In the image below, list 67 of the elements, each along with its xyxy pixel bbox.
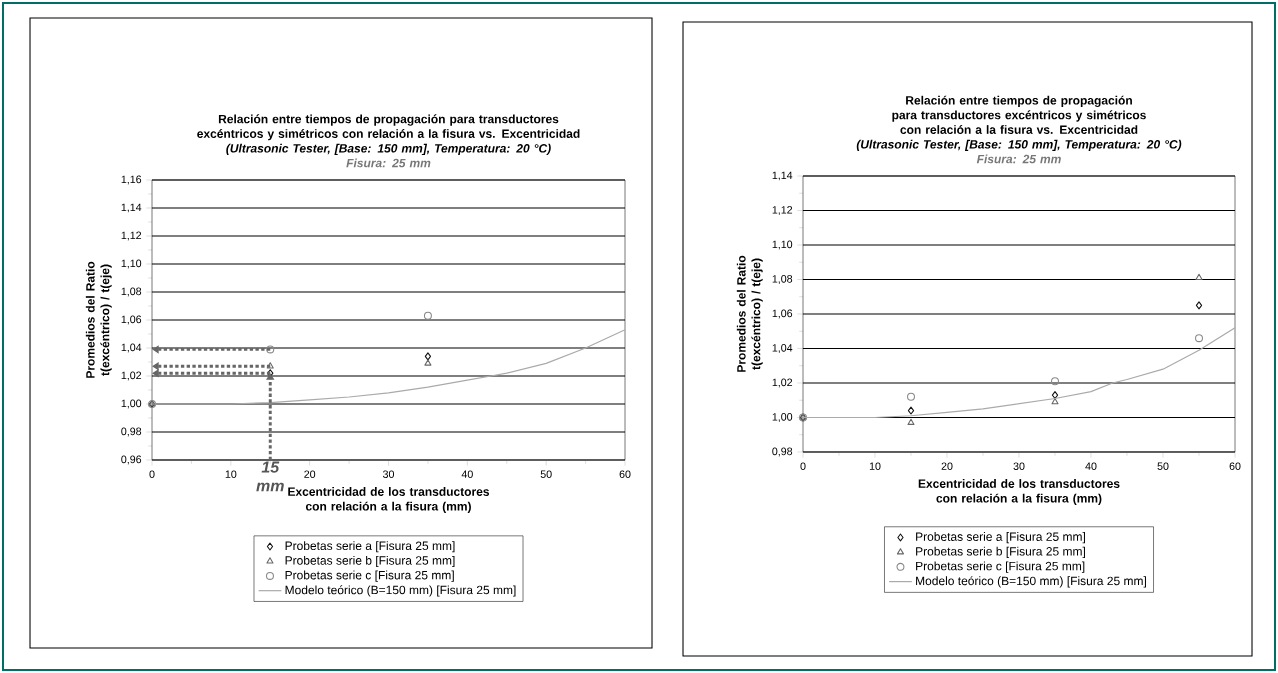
- y-tick-label: 0,96: [121, 455, 142, 465]
- point: [1195, 273, 1203, 281]
- y-tick-label: 1,08: [121, 287, 142, 297]
- line-series: [152, 329, 626, 405]
- x-tick-label: 20: [941, 462, 953, 470]
- x-tick-label: 0: [149, 470, 155, 478]
- point: [266, 362, 274, 369]
- y-tick-label: 1,08: [772, 275, 793, 284]
- y-tick-label: 1,04: [121, 343, 142, 353]
- y-tick-label: 1,00: [121, 399, 142, 409]
- point: [1051, 377, 1060, 386]
- x-tick-label: 40: [461, 470, 473, 478]
- y-tick-label: 1,04: [772, 344, 793, 353]
- y-axis-title: Promedios del Ratio t(excéntrico) / t(eje): [85, 261, 112, 378]
- y-tick-label: 1,10: [772, 240, 793, 250]
- legend-label: Modelo teórico (B=150 mm) [Fisura 25 mm]: [916, 576, 1146, 588]
- legend-label: Modelo teórico (B=150 mm) [Fisura 25 mm]: [285, 585, 516, 597]
- text: Fisura: 25 mm: [976, 154, 1061, 164]
- x-tick-label: 40: [1085, 462, 1097, 470]
- x-axis-title: Excentricidad de los transductores con relación a la fisura (mm): [918, 479, 1120, 505]
- text: Fisura: 25 mm: [346, 158, 431, 168]
- y-tick-label: 1,10: [121, 259, 142, 269]
- point: [266, 345, 275, 354]
- x-tick-label: 30: [382, 470, 395, 478]
- x-tick-label: 10: [225, 470, 237, 478]
- x-tick-label: 10: [869, 462, 881, 470]
- y-tick-label: 1,12: [121, 231, 142, 241]
- chart-title: Relación entre tiempos de propagación para transductores excéntricos y simétricos con relación a la fisura vs. Excentricidad: [892, 95, 1146, 134]
- point: [1195, 301, 1203, 310]
- x-axis-title: Excentricidad de los transductores con relación a la fisura (mm): [288, 487, 490, 513]
- point: [423, 311, 432, 320]
- x-tick-label: 0: [800, 462, 806, 470]
- point: [1195, 334, 1204, 343]
- y-tick-label: 1,12: [772, 206, 793, 215]
- x-tick-label: 50: [1157, 462, 1169, 470]
- x-tick-label: 30: [1013, 462, 1025, 470]
- point: [1051, 391, 1059, 400]
- legend-label: Probetas serie a [Fisura 25 mm]: [285, 541, 455, 553]
- point: [424, 352, 432, 361]
- y-tick-label: 0,98: [121, 427, 142, 437]
- y-axis-title: Promedios del Ratio t(excéntrico) / t(eje): [736, 255, 763, 372]
- legend-label: Probetas serie b [Fisura 25 mm]: [285, 555, 455, 568]
- y-tick-label: 1,02: [772, 378, 793, 388]
- chart-subtitle: (Ultrasonic Tester, [Base: 150 mm], Temperatura: 20 °C): [226, 143, 551, 155]
- point: [907, 406, 915, 415]
- point: [424, 359, 432, 366]
- x-tick-label: 60: [619, 470, 631, 478]
- chart-title: Relación entre tiempos de propagación para transductores excéntricos y simétricos con relación a la fisura vs. Excentricidad: [197, 114, 580, 141]
- annotation: 15 mm: [256, 461, 284, 492]
- x-tick-label: 50: [540, 470, 552, 478]
- point: [907, 418, 915, 425]
- x-tick-label: 60: [1229, 462, 1241, 470]
- chart-subtitle: (Ultrasonic Tester, [Base: 150 mm], Temperatura: 20 °C): [856, 139, 1182, 151]
- y-tick-label: 1,00: [772, 413, 793, 422]
- x-tick-label: 20: [304, 470, 316, 478]
- y-tick-label: 0,98: [772, 447, 793, 457]
- legend-label: Probetas serie c [Fisura 25 mm]: [285, 570, 454, 582]
- y-tick-label: 1,14: [772, 171, 793, 181]
- legend-label: Probetas serie c [Fisura 25 mm]: [916, 561, 1085, 573]
- legend-label: Probetas serie a [Fisura 25 mm]: [916, 532, 1085, 544]
- y-tick-label: 1,02: [121, 371, 142, 381]
- legend-label: Probetas serie b [Fisura 25 mm]: [916, 546, 1085, 558]
- y-tick-label: 1,06: [772, 309, 793, 319]
- y-tick-label: 1,14: [121, 203, 142, 213]
- y-tick-label: 1,06: [121, 315, 142, 325]
- point: [907, 392, 916, 401]
- y-tick-label: 1,16: [121, 175, 142, 185]
